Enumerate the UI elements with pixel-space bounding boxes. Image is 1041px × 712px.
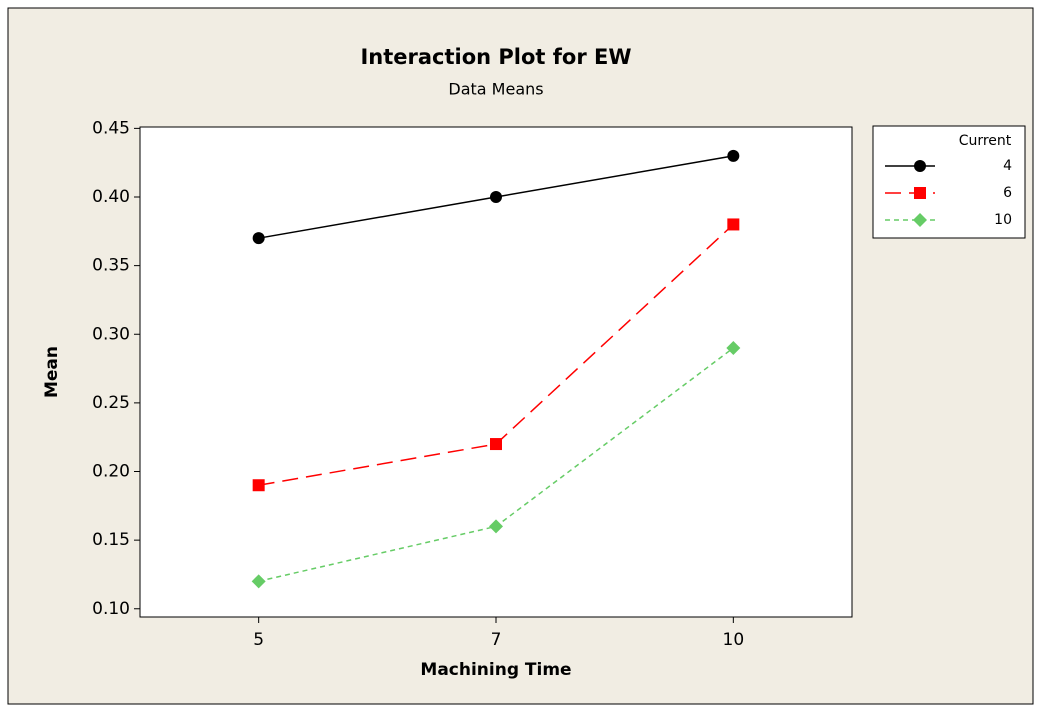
x-tick-label: 5 [253, 630, 264, 650]
point [490, 438, 502, 451]
y-axis-label: Mean [42, 346, 62, 398]
y-tick-label: 0.20 [92, 462, 130, 482]
y-tick-label: 0.10 [92, 599, 130, 619]
chart-subtitle: Data Means [448, 80, 543, 99]
point [726, 340, 741, 355]
legend-label: 4 [1003, 158, 1012, 174]
point [727, 149, 740, 162]
y-tick-label: 0.45 [92, 118, 130, 138]
y-tick-label: 0.15 [92, 530, 130, 550]
legend-label: 6 [1003, 185, 1012, 201]
point [251, 574, 266, 589]
legend-marker [914, 187, 926, 199]
legend-marker [913, 213, 927, 227]
point [489, 519, 503, 534]
x-tick-label: 10 [723, 630, 745, 650]
y-tick-label: 0.40 [92, 187, 130, 207]
y-tick-label: 0.35 [92, 256, 130, 276]
y-tick-label: 0.30 [92, 324, 130, 344]
chart-title: Interaction Plot for EW [360, 45, 631, 69]
point [490, 191, 502, 203]
y-tick-label: 0.25 [92, 393, 130, 413]
x-tick-label: 7 [491, 630, 502, 650]
point [252, 232, 265, 245]
legend-label: 10 [994, 212, 1012, 228]
x-axis-label: Machining Time [420, 660, 571, 680]
legend-marker [914, 160, 926, 172]
point [252, 479, 265, 492]
point [727, 218, 740, 231]
plot-area [139, 126, 853, 618]
legend-title: Current [959, 133, 1012, 149]
